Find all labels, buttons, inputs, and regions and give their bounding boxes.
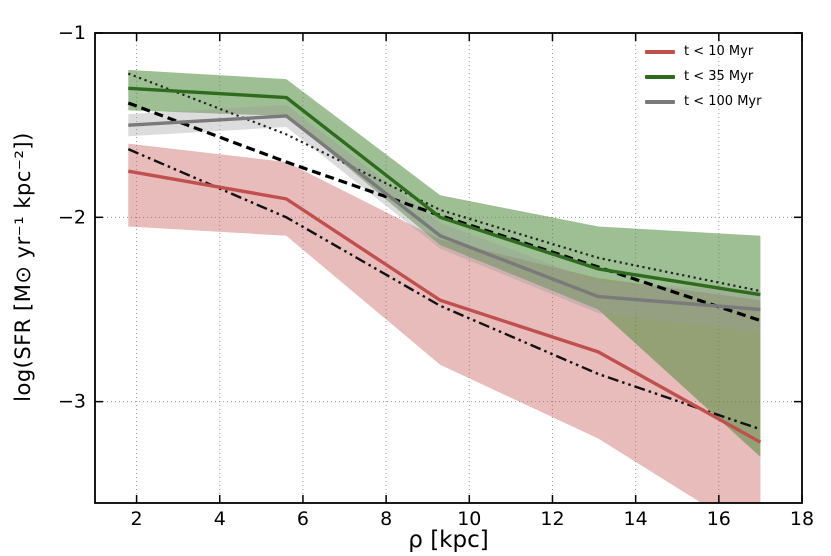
fit-lines	[127, 72, 761, 431]
series-lines	[127, 86, 762, 444]
legend: t < 10 Myr t < 35 Myr t < 100 Myr	[645, 44, 761, 109]
x-tick-label: 2	[131, 508, 143, 530]
x-tick-label: 6	[297, 508, 309, 530]
legend-item-t10: t < 10 Myr	[645, 44, 761, 59]
x-tick-label: 10	[457, 508, 481, 530]
y-tick-label: −2	[58, 206, 86, 228]
x-tick-label: 8	[380, 508, 392, 530]
legend-line-swatch-gray	[645, 99, 675, 104]
x-axis-label: ρ [kpc]	[408, 527, 489, 553]
x-tick-label: 16	[707, 508, 731, 530]
legend-line-swatch-green	[645, 74, 675, 79]
legend-label-t35: t < 35 Myr	[684, 69, 754, 84]
band-t < 10 Myr	[128, 143, 761, 503]
axes-frame	[94, 32, 803, 504]
x-tick-label: 4	[214, 508, 226, 530]
y-axis-label: log(SFR [M⊙ yr⁻¹ kpc⁻²])	[11, 132, 35, 402]
line-t < 35 Myr	[128, 86, 761, 297]
line-t < 100 Myr	[128, 114, 761, 312]
y-tick-label: −3	[58, 391, 86, 413]
line-t < 10 Myr	[127, 169, 762, 444]
x-tick-label: 12	[540, 508, 564, 530]
legend-item-t100: t < 100 Myr	[645, 94, 761, 109]
band-t < 100 Myr	[128, 104, 761, 332]
tick-labels: 2 4 6 8 10 12 14 16 18 −1 −2 −3	[58, 22, 814, 530]
fit-line-dashed	[127, 101, 761, 323]
confidence-bands	[128, 69, 761, 503]
y-tick-label: −1	[58, 22, 86, 44]
axis-ticks	[95, 32, 803, 503]
x-tick-label: 14	[624, 508, 648, 530]
fit-line-dashdot	[127, 148, 761, 431]
band-t < 35 Myr	[128, 69, 761, 457]
legend-line-swatch-red	[645, 49, 675, 54]
legend-label-t100: t < 100 Myr	[684, 94, 762, 109]
x-tick-label: 18	[790, 508, 814, 530]
legend-label-t10: t < 10 Myr	[684, 44, 754, 59]
legend-item-t35: t < 35 Myr	[645, 69, 761, 84]
